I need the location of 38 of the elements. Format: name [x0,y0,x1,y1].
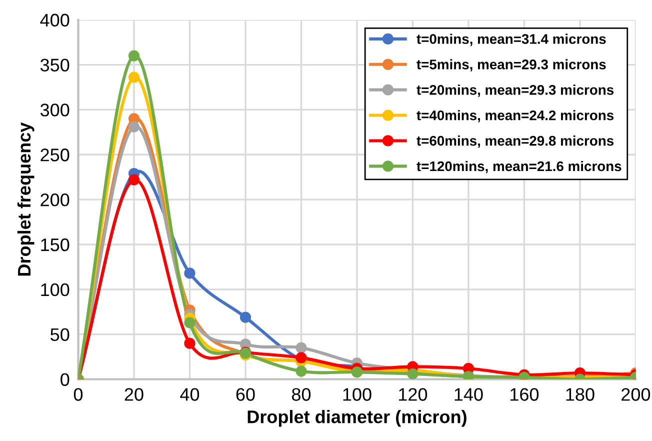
x-tick-label: 180 [566,388,594,401]
point [184,268,196,279]
x-tick-label: 100 [343,388,372,401]
y-tick-label: 350 [40,58,70,72]
point [128,121,140,132]
legend-label: t=40mins, mean=24.2 microns [416,110,614,122]
point [128,50,140,62]
legend-label: t=120mins, mean=21.6 microns [416,160,622,174]
y-tick-label: 50 [50,328,70,342]
legend-label: t=20mins, mean=29.3 microns [416,84,614,97]
y-tick-label: 150 [41,238,70,252]
point [128,174,140,186]
y-tick-label: 100 [41,283,70,296]
x-tick-label: 40 [180,388,200,401]
x-tick-label: 20 [124,388,144,401]
point [128,72,140,83]
y-tick-label: 200 [40,193,70,206]
legend-label: t=0mins, mean=31.4 microns [416,34,606,46]
point [184,317,196,328]
x-tick-label: 0 [74,388,83,401]
y-tick-label: 250 [40,148,70,162]
x-tick-label: 160 [510,388,539,401]
y-tick-label: 0 [60,373,70,386]
x-tick-label: 140 [454,388,483,401]
point [184,338,196,349]
legend-label: t=5mins, mean=29.3 microns [416,59,606,72]
point [296,366,307,377]
legend-label: t=60mins, mean=29.8 microns [416,136,614,148]
y-tick-label: 400 [40,14,70,27]
x-tick-label: 200 [622,388,650,401]
y-axis-title: Droplet frequency [17,122,34,276]
point [296,342,307,354]
x-tick-label: 120 [399,388,428,401]
x-axis-title: Droplet diameter (micron) [248,410,466,427]
point [240,312,252,323]
x-tick-label: 60 [236,388,255,401]
y-tick-label: 300 [40,104,70,116]
x-tick-label: 80 [292,388,311,401]
